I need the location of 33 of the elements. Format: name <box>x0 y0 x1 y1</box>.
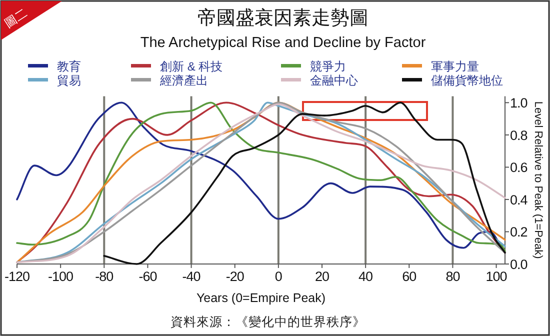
x-tick-label: 0 <box>274 269 282 284</box>
legend-label: 經濟產出 <box>159 74 208 88</box>
chart-title: 帝國盛衰因素走勢圖 <box>198 7 368 29</box>
y-tick-label: 0.2 <box>510 224 528 240</box>
legend-label: 儲備貨幣地位 <box>431 74 503 88</box>
x-tick-label: -40 <box>182 269 200 284</box>
legend-label: 金融中心 <box>310 74 358 88</box>
x-tick-label: -80 <box>95 269 114 284</box>
x-axis-title: Years (0=Empire Peak) <box>196 291 326 305</box>
x-tick-label: -120 <box>4 269 30 284</box>
y-tick-label: 0.0 <box>510 257 528 272</box>
y-tick-label: 1.0 <box>510 96 528 111</box>
x-tick-label: 20 <box>314 269 330 284</box>
legend-label: 軍事力量 <box>431 60 479 74</box>
y-tick-label: 0.6 <box>510 160 528 176</box>
x-tick-label: 60 <box>402 269 416 284</box>
x-tick-label: 100 <box>486 269 507 284</box>
chart-subtitle: The Archetypical Rise and Decline by Factor <box>140 35 426 51</box>
x-tick-label: -60 <box>138 269 157 284</box>
y-tick-label: 0.8 <box>510 128 528 143</box>
x-tick-label: 80 <box>446 269 460 284</box>
y-axis-title: Level Relative to Peak (1=Peak) <box>532 101 544 259</box>
x-tick-label: -100 <box>48 269 74 284</box>
source-note: 資料來源：《變化中的世界秩序》 <box>170 314 366 329</box>
line-series <box>103 102 506 265</box>
legend-label: 教育 <box>57 60 81 74</box>
legend-label: 創新 & 科技 <box>160 60 223 74</box>
legend-label: 貿易 <box>57 74 81 88</box>
x-tick-label: -20 <box>226 269 244 284</box>
y-tick-label: 0.4 <box>510 192 528 208</box>
legend-label: 競爭力 <box>310 60 346 74</box>
text: 圖二 <box>2 6 30 30</box>
x-tick-label: 40 <box>358 269 373 284</box>
